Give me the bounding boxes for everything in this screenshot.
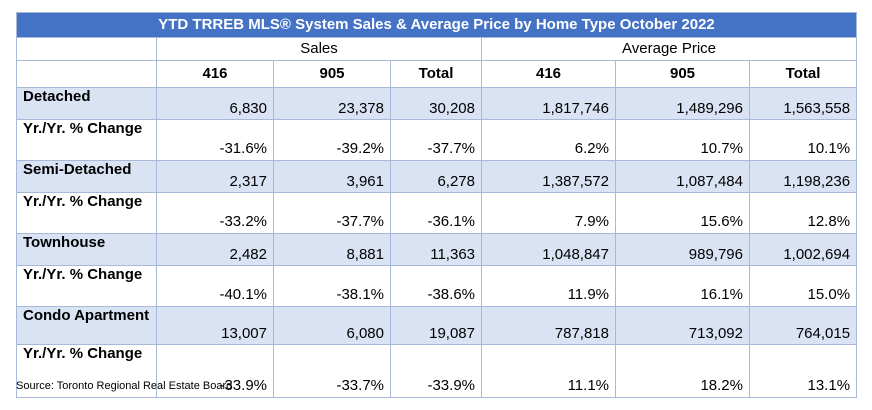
table-cell: 1,198,236 <box>748 160 858 193</box>
sales-price-table: YTD TRREB MLS® System Sales & Average Pr… <box>15 12 858 398</box>
source-note: Source: Toronto Regional Real Estate Boa… <box>16 380 233 392</box>
table-cell: 10.1% <box>748 119 858 161</box>
table-cell: 713,092 <box>615 306 750 345</box>
row-label: Yr./Yr. % Change <box>16 119 157 161</box>
table-cell: -40.1% <box>156 265 274 307</box>
table-cell: 23,378 <box>273 87 391 120</box>
table-cell: 1,563,558 <box>748 87 858 120</box>
table-cell: 6,278 <box>390 160 482 193</box>
table-cell: -36.1% <box>390 192 482 234</box>
table-cell: 18.2% <box>615 344 750 398</box>
table-cell: 787,818 <box>481 306 616 345</box>
table-cell: -33.7% <box>273 344 391 398</box>
table-cell: 16.1% <box>615 265 750 307</box>
col-header-sales-905: 905 <box>273 60 391 88</box>
col-header-price-905: 905 <box>615 60 750 88</box>
table-cell: 2,482 <box>156 233 274 266</box>
table-cell: 11.1% <box>481 344 616 398</box>
row-label: Yr./Yr. % Change <box>16 265 157 307</box>
row-label: Condo Apartment <box>16 306 157 345</box>
table-cell: 10.7% <box>615 119 750 161</box>
row-label: Yr./Yr. % Change <box>16 192 157 234</box>
table-row: Detached 6,830 23,378 30,208 1,817,746 1… <box>16 87 858 120</box>
table-cell: -38.1% <box>273 265 391 307</box>
table-cell: -33.9% <box>390 344 482 398</box>
table-row: Yr./Yr. % Change -31.6% -39.2% -37.7% 6.… <box>16 119 858 161</box>
table-cell: 1,489,296 <box>615 87 750 120</box>
table-cell: -33.2% <box>156 192 274 234</box>
table-cell: -33.9% <box>156 344 274 398</box>
table-cell: 764,015 <box>748 306 858 345</box>
table-row: Yr./Yr. % Change -33.9% -33.7% -33.9% 11… <box>16 344 858 398</box>
table-cell: 11.9% <box>481 265 616 307</box>
group-header-average-price: Average Price <box>480 37 858 61</box>
table-title: YTD TRREB MLS® System Sales & Average Pr… <box>15 12 858 38</box>
table-cell: 2,317 <box>156 160 274 193</box>
col-header-price-416: 416 <box>481 60 616 88</box>
table-row: Yr./Yr. % Change -33.2% -37.7% -36.1% 7.… <box>16 192 858 234</box>
table-cell: 15.6% <box>615 192 750 234</box>
table-cell: 3,961 <box>273 160 391 193</box>
group-header-sales: Sales <box>156 37 482 61</box>
table-row: Semi-Detached 2,317 3,961 6,278 1,387,57… <box>16 160 858 193</box>
table-cell: 1,002,694 <box>748 233 858 266</box>
table-cell: 30,208 <box>390 87 482 120</box>
table-cell: -39.2% <box>273 119 391 161</box>
table-cell: 1,048,847 <box>481 233 616 266</box>
table-row: Condo Apartment 13,007 6,080 19,087 787,… <box>16 306 858 345</box>
table-cell: 6.2% <box>481 119 616 161</box>
col-header-sales-416: 416 <box>156 60 274 88</box>
table-cell: 6,080 <box>273 306 391 345</box>
table-cell: 989,796 <box>615 233 750 266</box>
table-cell: 8,881 <box>273 233 391 266</box>
table-row: Yr./Yr. % Change -40.1% -38.1% -38.6% 11… <box>16 265 858 307</box>
table-cell: 11,363 <box>390 233 482 266</box>
row-label: Yr./Yr. % Change <box>16 344 157 398</box>
table-cell: 12.8% <box>748 192 858 234</box>
corner-cell <box>16 60 157 88</box>
table-cell: 13,007 <box>156 306 274 345</box>
table-cell: -37.7% <box>273 192 391 234</box>
row-label: Detached <box>16 87 157 120</box>
table-cell: 19,087 <box>390 306 482 345</box>
table-cell: 1,087,484 <box>615 160 750 193</box>
table-cell: -31.6% <box>156 119 274 161</box>
table-cell: 15.0% <box>748 265 858 307</box>
row-label: Semi-Detached <box>16 160 157 193</box>
table-cell: 6,830 <box>156 87 274 120</box>
table-cell: -38.6% <box>390 265 482 307</box>
table-cell: 1,387,572 <box>481 160 616 193</box>
table-cell: 13.1% <box>748 344 858 398</box>
table-cell: 7.9% <box>481 192 616 234</box>
table-cell: 1,817,746 <box>481 87 616 120</box>
table-row: Townhouse 2,482 8,881 11,363 1,048,847 9… <box>16 233 858 266</box>
row-label: Townhouse <box>16 233 157 266</box>
col-header-sales-total: Total <box>390 60 482 88</box>
col-header-price-total: Total <box>748 60 858 88</box>
table-cell: -37.7% <box>390 119 482 161</box>
corner-cell <box>16 37 157 61</box>
